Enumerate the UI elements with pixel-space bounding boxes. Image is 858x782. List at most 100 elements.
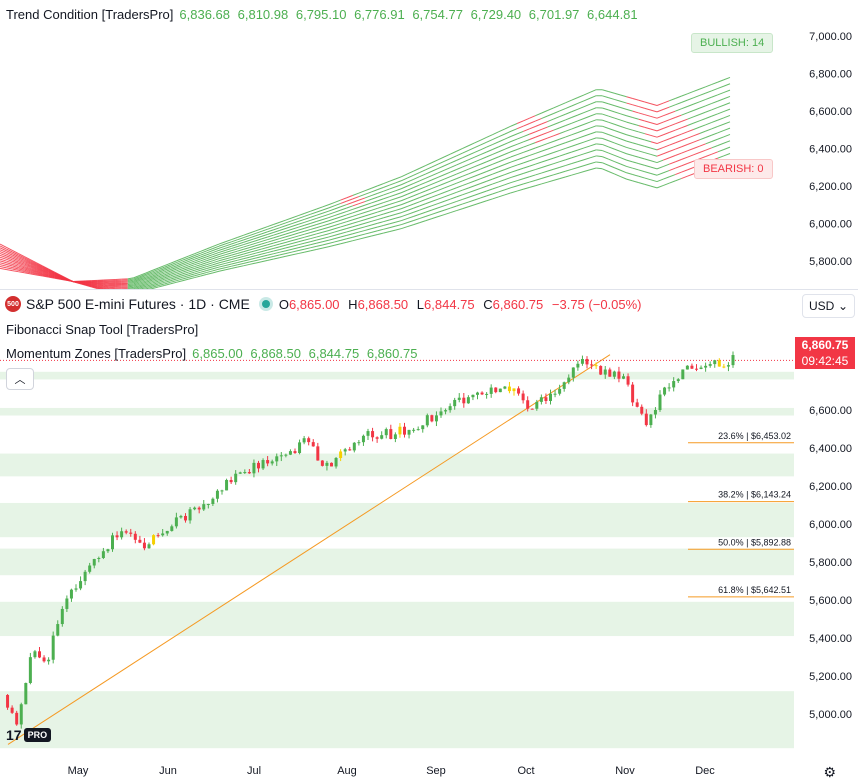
candle-body [558, 388, 562, 394]
candle-body [517, 388, 521, 394]
ribbon-line-segment [334, 219, 341, 223]
ribbon-line-segment [431, 159, 439, 164]
ribbon-line-segment [565, 99, 573, 104]
ribbon-line-segment [662, 151, 670, 155]
price-chart-pane[interactable]: 6,600.006,400.006,200.006,000.005,800.00… [0, 290, 858, 760]
candle-body [489, 387, 493, 394]
ribbon-line-segment [358, 197, 366, 201]
ribbon-line-segment [127, 284, 134, 287]
ribbon-line-segment [498, 163, 506, 168]
ribbon-line-segment [650, 122, 658, 126]
ribbon-line-segment [200, 262, 207, 266]
ribbon-line-segment [316, 225, 323, 229]
ribbon-line-segment [468, 190, 475, 194]
ribbon-line-segment [644, 152, 652, 155]
ribbon-line-segment [249, 232, 256, 237]
ribbon-line-segment [328, 201, 335, 206]
ribbon-line-segment [650, 172, 658, 176]
ribbon-line-segment [158, 275, 165, 279]
pane-divider[interactable] [0, 289, 858, 290]
candle-body [535, 401, 539, 409]
ribbon-line-segment [565, 168, 572, 172]
ribbon-line-segment [650, 134, 658, 138]
ribbon-line-segment [717, 85, 725, 89]
ribbon-line-segment [662, 170, 670, 174]
ribbon-line-segment [243, 251, 250, 255]
ribbon-line-segment [182, 269, 189, 273]
ribbon-line-segment [316, 222, 323, 226]
ribbon-line-segment [480, 161, 487, 165]
ribbon-line-segment [425, 192, 433, 196]
ribbon-line-segment [553, 155, 560, 159]
ribbon-line-segment [322, 246, 329, 249]
ribbon-line-segment [614, 105, 621, 109]
ribbon-line-segment [699, 130, 706, 134]
ribbon-line-segment [30, 260, 37, 265]
candle-body [142, 542, 146, 549]
ribbon-line-segment [523, 171, 530, 174]
candle-body [425, 415, 429, 426]
ribbon-line-segment [474, 163, 481, 168]
ribbon-line-segment [157, 265, 165, 269]
ribbon-line-segment [723, 76, 731, 81]
ribbon-line-segment [577, 171, 585, 174]
ribbon-line-segment [291, 232, 299, 236]
ribbon-line-segment [42, 275, 49, 278]
ribbon-line-segment [486, 168, 493, 172]
ribbon-line-segment [285, 251, 293, 254]
currency-select[interactable]: USD ⌄ [802, 294, 855, 318]
momentum-legend[interactable]: Momentum Zones [TradersPro] 6,865.00 6,8… [6, 346, 421, 361]
ribbon-line-segment [547, 146, 554, 150]
gear-icon[interactable]: ⚙ [823, 764, 836, 780]
candle-body [24, 683, 28, 705]
symbol-logo[interactable]: 500 [5, 296, 21, 312]
ribbon-line-segment [425, 179, 433, 183]
ribbon-line-segment [200, 268, 207, 271]
ribbon-line-segment [668, 98, 676, 102]
ribbon-line-segment [218, 258, 226, 262]
ribbon-line-segment [431, 207, 439, 211]
ribbon-line-segment [297, 242, 305, 246]
ribbon-line-segment [462, 154, 469, 159]
ribbon-line-segment [285, 225, 293, 229]
ribbon-line-segment [297, 221, 305, 225]
fibonacci-legend[interactable]: Fibonacci Snap Tool [TradersPro] [6, 322, 198, 337]
candle-body [156, 535, 160, 537]
ribbon-line-segment [675, 178, 682, 182]
ribbon-line-segment [626, 165, 633, 169]
ribbon-line-segment [249, 260, 256, 263]
ribbon-line-segment [523, 176, 530, 180]
ribbon-line-segment [30, 262, 37, 267]
ribbon-line-segment [304, 250, 311, 253]
symbol-title[interactable]: S&P 500 E-mini Futures · 1D · CME [26, 296, 250, 312]
ribbon-line-segment [255, 251, 262, 254]
tradingview-logo[interactable]: 17 PRO [6, 726, 52, 744]
ribbon-line-segment [431, 172, 439, 177]
candle-body [307, 438, 311, 443]
candle-body [10, 707, 14, 713]
tc-value: 6,644.81 [587, 7, 638, 22]
ribbon-line-segment [243, 235, 250, 239]
trend-condition-pane[interactable]: 7,000.006,800.006,600.006,400.006,200.00… [0, 0, 858, 289]
ribbon-line-segment [480, 136, 487, 141]
ribbon-line-segment [224, 256, 232, 260]
ribbon-line-segment [626, 121, 633, 125]
ribbon-line-segment [11, 252, 19, 257]
ribbon-line-segment [139, 276, 147, 280]
ribbon-line-segment [158, 280, 165, 284]
ribbon-line-segment [176, 263, 183, 267]
ribbon-line-segment [273, 227, 280, 231]
ribbon-line-segment [164, 277, 171, 280]
y-tick-label: 6,600.00 [809, 106, 852, 118]
ribbon-line-segment [310, 208, 317, 212]
collapse-legend-button[interactable]: ︿ [6, 368, 34, 390]
ribbon-line-segment [668, 180, 676, 184]
ribbon-line-segment [151, 279, 159, 283]
ribbon-line-segment [231, 248, 238, 252]
ribbon-line-segment [510, 133, 518, 137]
ribbon-line-segment [151, 282, 159, 285]
ribbon-line-segment [462, 145, 469, 150]
ribbon-line-segment [723, 89, 731, 93]
candle-body [658, 394, 662, 410]
ribbon-line-segment [194, 258, 201, 262]
